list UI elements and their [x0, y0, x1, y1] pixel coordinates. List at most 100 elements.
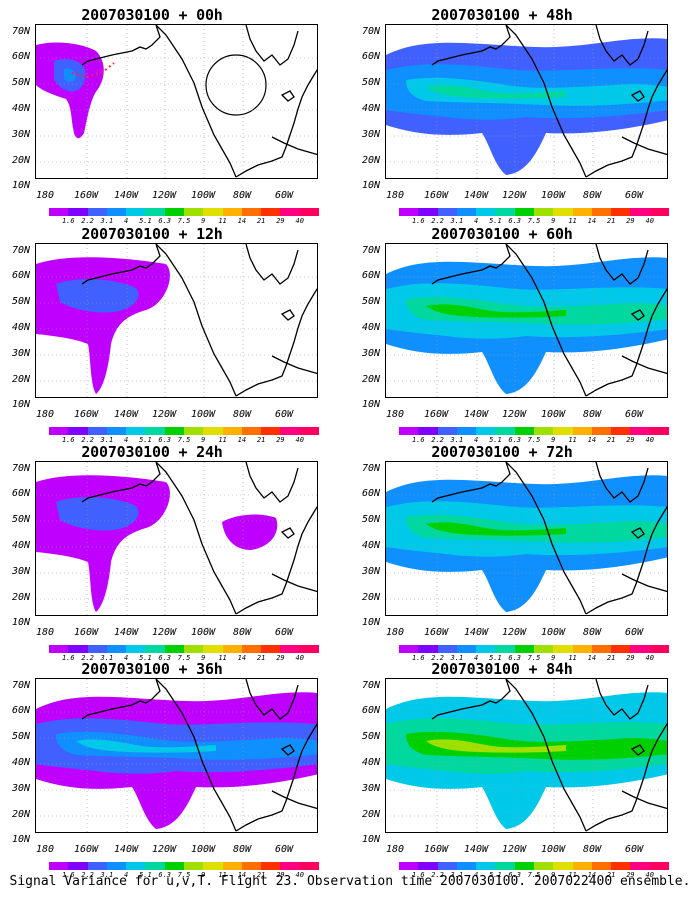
longitude-label: 180 — [385, 409, 405, 420]
coastline — [81, 679, 317, 832]
longitude-label: 120W — [501, 844, 527, 855]
latitude-label: 50N — [11, 296, 30, 307]
latitude-label: 40N — [361, 757, 380, 768]
colorbar-swatch — [399, 645, 419, 653]
longitude-label: 80W — [232, 627, 252, 638]
colorbar-tick-label: 6.3 — [158, 654, 172, 662]
variance-contour — [426, 304, 566, 318]
latitude-label: 60N — [11, 51, 30, 62]
latitude-label: 60N — [11, 270, 30, 281]
variance-contour — [426, 739, 566, 753]
longitude-label: 160W — [73, 409, 99, 420]
latitude-label: 40N — [361, 322, 380, 333]
colorbar-tick-label: 21 — [606, 871, 616, 879]
colorbar-tick-label: 4 — [474, 654, 479, 662]
longitude-label: 140W — [463, 627, 489, 638]
colorbar-swatch — [418, 427, 438, 435]
longitude-label: 120W — [151, 627, 177, 638]
latitude-label: 10N — [11, 180, 30, 191]
colorbar-swatch — [87, 208, 107, 216]
latitude-label: 10N — [11, 617, 30, 628]
coastline — [81, 25, 317, 178]
colorbar-tick-label: 9 — [201, 654, 206, 662]
colorbar-swatch — [145, 862, 165, 870]
latitude-label: 10N — [361, 617, 380, 628]
colorbar-tick-label: 5.1 — [489, 871, 502, 879]
colorbar-tick-label: 7.5 — [177, 436, 191, 444]
colorbar-tick-label: 29 — [276, 871, 285, 879]
map-panel: 2007030100 + 00h 70N 60N 50N 40N 30N 20N 10N 180… — [2, 6, 319, 225]
colorbar-swatch — [49, 208, 69, 216]
colorbar-swatch — [126, 208, 146, 216]
colorbar-swatch — [280, 862, 300, 870]
colorbar-tick-label: 21 — [256, 654, 266, 662]
latitude-label: 20N — [11, 374, 30, 385]
colorbar-tick-label: 1.6 — [411, 654, 425, 662]
colorbar-tick-label: 5.1 — [489, 654, 502, 662]
longitude-label: 160W — [423, 190, 449, 201]
colorbar — [49, 862, 319, 870]
colorbar-swatch — [299, 645, 319, 653]
colorbar-swatch — [572, 862, 592, 870]
colorbar — [399, 208, 669, 216]
longitude-label: 180 — [35, 409, 55, 420]
colorbar-swatch — [533, 645, 554, 653]
colorbar-tick-label: 7.5 — [527, 654, 541, 662]
colorbar-swatch — [611, 208, 631, 216]
colorbar-swatch — [553, 427, 573, 435]
colorbar-tick-label: 3.1 — [450, 217, 464, 225]
colorbar-swatch — [476, 862, 496, 870]
colorbar-swatch — [49, 862, 69, 870]
colorbar-tick-label: 14 — [237, 871, 247, 879]
colorbar-tick-label: 40 — [645, 217, 654, 225]
latitude-label: 20N — [361, 155, 380, 166]
longitude-label: 120W — [501, 409, 527, 420]
colorbar-swatch — [280, 427, 300, 435]
colorbar-swatch — [241, 862, 262, 870]
variance-contour — [56, 731, 317, 760]
latitude-label: 60N — [11, 488, 30, 499]
longitude-label: 80W — [582, 627, 602, 638]
colorbar-swatch — [553, 645, 573, 653]
variance-contour — [426, 522, 566, 536]
colorbar-tick-label: 1.6 — [411, 217, 425, 225]
colorbar-tick-label: 21 — [256, 217, 266, 225]
colorbar-tick-label: 29 — [626, 436, 635, 444]
panel-title: 2007030100 + 72h — [431, 443, 573, 461]
variance-map — [35, 24, 318, 179]
map-panel: 2007030100 + 48h 70N 60N 50N 40N 30N 20N 10N 180… — [352, 6, 669, 225]
colorbar-tick-label: 7.5 — [177, 217, 191, 225]
colorbar-tick-label: 9 — [551, 654, 556, 662]
longitude-label: 140W — [113, 844, 139, 855]
latitude-label: 60N — [361, 51, 380, 62]
colorbar-tick-label: 14 — [237, 217, 247, 225]
longitude-label: 120W — [151, 844, 177, 855]
colorbar-swatch — [553, 208, 573, 216]
colorbar-swatch — [183, 645, 204, 653]
latitude-label: 60N — [11, 705, 30, 716]
colorbar-tick-label: 14 — [587, 436, 597, 444]
colorbar-swatch — [222, 645, 242, 653]
colorbar-swatch — [261, 645, 281, 653]
colorbar-swatch — [280, 208, 300, 216]
colorbar-swatch — [630, 645, 650, 653]
latitude-label: 10N — [11, 399, 30, 410]
colorbar-tick-label: 1.6 — [61, 871, 75, 879]
colorbar-tick-label: 2.2 — [431, 871, 444, 879]
colorbar-tick-label: 1.6 — [411, 436, 425, 444]
longitude-label: 140W — [463, 409, 489, 420]
colorbar — [399, 862, 669, 870]
colorbar-tick-label: 11 — [568, 436, 577, 444]
colorbar-tick-label: 4 — [124, 871, 129, 879]
colorbar-swatch — [87, 645, 107, 653]
colorbar-tick-label: 5.1 — [139, 871, 152, 879]
colorbar-swatch — [126, 862, 146, 870]
colorbar-tick-label: 11 — [218, 217, 227, 225]
colorbar-swatch — [299, 427, 319, 435]
longitude-label: 60W — [274, 627, 294, 638]
longitude-label: 60W — [624, 627, 644, 638]
latitude-label: 60N — [361, 705, 380, 716]
variance-map — [385, 678, 668, 833]
colorbar-tick-label: 3.1 — [450, 436, 464, 444]
colorbar-swatch — [591, 427, 612, 435]
